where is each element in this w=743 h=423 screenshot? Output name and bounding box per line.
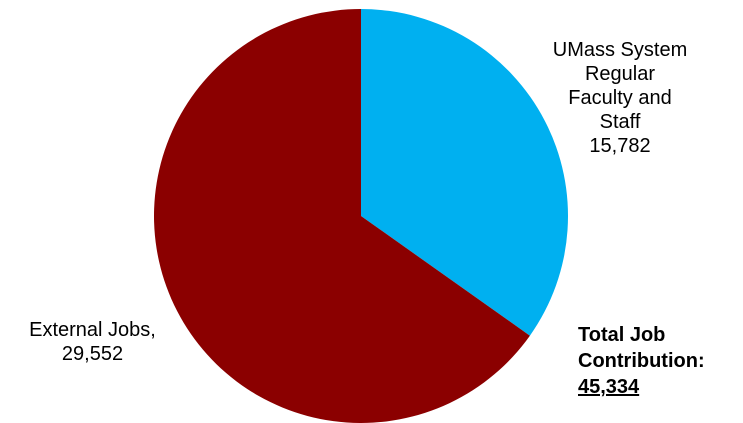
slice-label-line: Regular [584, 63, 656, 85]
total-annotation: Total Job Contribution: 45,334 [578, 322, 705, 400]
slice-label-line: External Jobs, [29, 319, 156, 341]
slice-label-external-jobs: External Jobs, 29,552 [0, 318, 185, 366]
slice-label-line: Faculty and [568, 87, 672, 109]
total-label-line: Total Job [578, 324, 666, 346]
slice-label-line: UMass System [552, 39, 688, 61]
slice-label-line: Staff [599, 111, 641, 133]
total-label-line: Contribution: [578, 350, 705, 372]
total-value: 45,334 [578, 376, 640, 398]
pie-slices [154, 9, 569, 423]
slice-value-label: 29,552 [61, 343, 124, 365]
slice-value-label: 15,782 [589, 135, 651, 157]
pie-slice-0 [361, 9, 569, 336]
slice-label-umass-system: UMass System Regular Faculty and Staff 1… [515, 38, 725, 158]
pie-slice-1 [154, 9, 530, 423]
